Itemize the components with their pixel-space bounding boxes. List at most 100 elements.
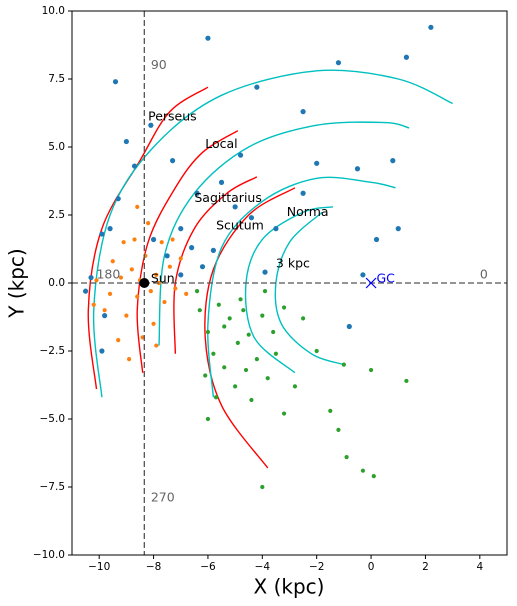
point bbox=[205, 35, 211, 41]
point bbox=[281, 411, 287, 416]
annotation: 180 bbox=[96, 266, 120, 281]
point bbox=[154, 343, 159, 348]
point bbox=[260, 484, 265, 490]
annotation: GC bbox=[377, 270, 396, 285]
y-tick-label: 0.0 bbox=[48, 277, 65, 289]
point bbox=[222, 365, 227, 370]
y-tick-label: 10.0 bbox=[42, 5, 65, 17]
point bbox=[162, 299, 167, 305]
point bbox=[373, 236, 380, 243]
point bbox=[129, 267, 134, 272]
point bbox=[112, 79, 119, 85]
point bbox=[164, 253, 170, 259]
arm-curve bbox=[244, 206, 334, 374]
point bbox=[184, 291, 189, 296]
point bbox=[216, 302, 221, 307]
y-tick-label: 5.0 bbox=[48, 141, 65, 153]
point bbox=[178, 226, 184, 232]
x-tick-label: −6 bbox=[200, 561, 216, 573]
point bbox=[118, 275, 124, 280]
point bbox=[246, 332, 251, 337]
annotation: 3 kpc bbox=[276, 255, 310, 270]
point bbox=[335, 60, 342, 66]
sun-marker bbox=[139, 278, 150, 288]
point bbox=[135, 294, 140, 299]
point bbox=[123, 138, 129, 145]
point bbox=[213, 395, 219, 400]
point bbox=[148, 289, 153, 294]
annotation: Sagittarius bbox=[194, 190, 262, 205]
point bbox=[354, 166, 361, 172]
annotation: 270 bbox=[151, 489, 175, 504]
arm-curve bbox=[204, 187, 296, 469]
point bbox=[395, 226, 401, 232]
point bbox=[178, 256, 183, 261]
point bbox=[99, 231, 105, 237]
point bbox=[238, 297, 243, 302]
point bbox=[107, 226, 113, 232]
point bbox=[368, 367, 374, 373]
point bbox=[249, 397, 254, 403]
point bbox=[300, 316, 306, 321]
point bbox=[205, 416, 211, 422]
x-tick-label: 4 bbox=[476, 561, 483, 573]
point bbox=[222, 324, 227, 329]
point bbox=[260, 313, 265, 318]
annotation: 0 bbox=[480, 266, 488, 281]
point bbox=[189, 245, 195, 251]
point bbox=[360, 272, 366, 278]
point bbox=[404, 378, 409, 384]
point bbox=[292, 384, 298, 389]
point bbox=[254, 84, 260, 90]
point bbox=[91, 302, 96, 307]
point bbox=[203, 373, 208, 378]
point bbox=[115, 196, 121, 202]
point bbox=[194, 190, 200, 196]
point bbox=[169, 158, 176, 164]
gc-marker bbox=[365, 277, 377, 289]
point bbox=[360, 468, 366, 473]
point bbox=[82, 288, 89, 294]
point bbox=[346, 323, 352, 330]
point bbox=[403, 54, 410, 60]
point bbox=[273, 351, 279, 356]
x-tick-label: −8 bbox=[146, 561, 161, 573]
point bbox=[170, 237, 175, 242]
point bbox=[199, 264, 206, 270]
point bbox=[159, 240, 164, 245]
point bbox=[227, 316, 232, 321]
x-tick-label: −4 bbox=[255, 561, 271, 573]
point bbox=[178, 272, 184, 278]
point bbox=[281, 305, 287, 310]
point bbox=[154, 272, 159, 277]
point bbox=[124, 313, 129, 318]
y-tick-label: 7.5 bbox=[48, 73, 65, 85]
annotation: Local bbox=[205, 136, 237, 151]
arm-curve bbox=[207, 176, 396, 398]
point bbox=[233, 384, 238, 389]
point bbox=[428, 24, 434, 30]
annotation: Perseus bbox=[148, 109, 197, 124]
point bbox=[102, 313, 108, 319]
point bbox=[341, 362, 346, 367]
y-axis-label: Y (kpc) bbox=[5, 248, 29, 318]
point bbox=[110, 259, 115, 264]
x-tick-label: −10 bbox=[88, 561, 110, 573]
y-tick-label: −7.5 bbox=[40, 481, 66, 493]
point bbox=[173, 286, 178, 291]
point bbox=[232, 204, 238, 210]
point bbox=[131, 163, 138, 169]
point bbox=[194, 289, 200, 294]
point bbox=[344, 454, 349, 460]
point bbox=[273, 226, 279, 232]
point bbox=[132, 237, 137, 242]
annotation: 90 bbox=[151, 57, 167, 72]
point bbox=[151, 321, 156, 326]
point bbox=[271, 329, 276, 335]
point bbox=[265, 376, 270, 381]
point bbox=[205, 329, 211, 335]
point bbox=[218, 179, 225, 185]
annotation: Scutum bbox=[216, 217, 264, 232]
point bbox=[102, 308, 107, 313]
